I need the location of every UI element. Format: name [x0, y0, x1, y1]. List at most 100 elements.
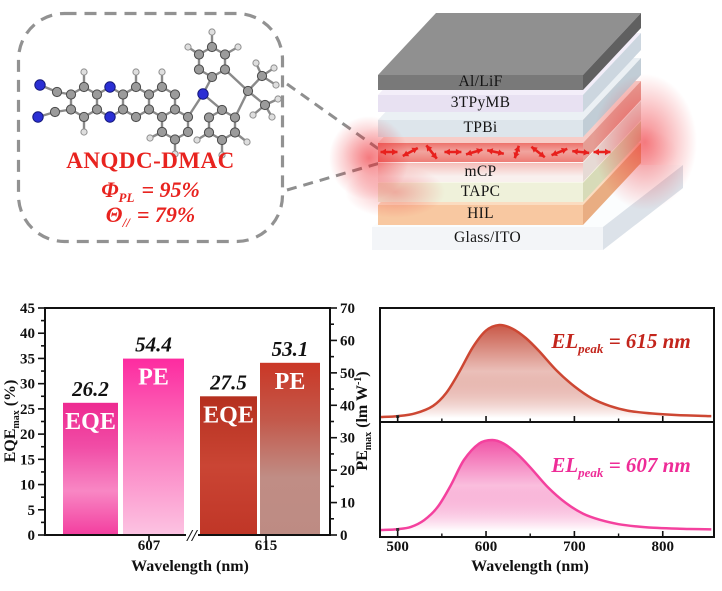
device-layer-label: 3TPyMB	[450, 93, 511, 111]
carbon-atom	[156, 111, 168, 123]
carbon-atom	[143, 89, 155, 100]
carbon-atom	[78, 81, 90, 93]
svg-text:45: 45	[20, 301, 35, 317]
carbon-atom	[259, 99, 271, 111]
bar-chart-x-label: Wavelength (nm)	[131, 558, 249, 575]
spectrum-start-marker	[396, 528, 400, 531]
carbon-atom	[156, 81, 168, 93]
carbon-atom	[156, 126, 168, 138]
svg-text:30: 30	[340, 431, 355, 447]
svg-text:50: 50	[340, 366, 355, 382]
carbon-atom	[219, 64, 231, 75]
carbon-atom	[206, 41, 218, 53]
hydrogen-atom	[249, 111, 257, 119]
carbon-atom	[91, 104, 103, 115]
axis-break: //	[185, 526, 199, 545]
molecule-structure	[32, 28, 282, 159]
carbon-atom	[117, 89, 129, 100]
device-stack	[329, 13, 697, 250]
emission-glow-bottom	[345, 166, 445, 218]
theta-subscript: //	[122, 215, 130, 230]
phi-symbol: Φ	[101, 177, 119, 202]
spectra-x-tick-label: 700	[563, 539, 586, 555]
hydrogen-atom	[158, 68, 166, 76]
carbon-atom	[229, 112, 241, 123]
carbon-atom	[182, 111, 194, 123]
molecule-name: ANQDC-DMAC	[66, 148, 235, 173]
carbon-atom	[182, 126, 194, 138]
hydrogen-atom	[270, 64, 278, 72]
carbon-atom	[65, 104, 77, 115]
bar-pe-615	[260, 362, 320, 535]
emission-glow-right	[593, 74, 697, 210]
left-axis-label: EQEmax (%)	[2, 380, 22, 463]
svg-text:0: 0	[28, 528, 36, 544]
bar-eqe-615	[200, 396, 257, 535]
bar-series-tag: PE	[275, 369, 306, 395]
nitrogen-atom	[104, 111, 116, 123]
carbon-atom	[229, 127, 241, 138]
dipole-ratio-line: Θ// = 79%	[18, 202, 283, 231]
x-category-label: 607	[138, 538, 161, 554]
hydrogen-atom	[193, 136, 201, 144]
svg-text:20: 20	[20, 427, 35, 443]
device-layer-al-lif	[378, 13, 641, 90]
carbon-atom	[169, 89, 181, 100]
plqy-value: = 95%	[141, 177, 200, 202]
hydrogen-atom	[132, 68, 140, 76]
bar-value-label: 27.5	[209, 370, 247, 394]
nitrogen-atom	[104, 81, 116, 93]
svg-text:15: 15	[20, 452, 35, 468]
hydrogen-atom	[184, 43, 192, 51]
bar-series-tag: PE	[138, 365, 169, 391]
svg-text:40: 40	[340, 398, 355, 414]
svg-text:PEmax (lm W-1): PEmax (lm W-1)	[353, 371, 374, 470]
svg-text:EQEmax (%): EQEmax (%)	[2, 380, 22, 463]
svg-text:30: 30	[20, 377, 35, 393]
bar-eqe-607	[63, 402, 118, 535]
carbon-atom	[49, 106, 61, 118]
svg-text:10: 10	[340, 496, 355, 512]
bar-value-label: 54.4	[135, 333, 172, 357]
nitrogen-atom	[32, 111, 44, 123]
bar-pe-607	[123, 358, 184, 535]
carbon-atom	[169, 104, 181, 115]
el-peak-annotation: ELpeak = 615 nm	[550, 329, 690, 356]
svg-text:5: 5	[28, 503, 36, 519]
hydrogen-atom	[274, 95, 282, 103]
carbon-atom	[203, 112, 215, 123]
carbon-atom	[51, 86, 63, 98]
eqe-pe-bar-chart: 26.2 EQE 54.4 PE 27.5 EQE 53.1 PE 0 5 10 15 20 25 30 35…	[0, 290, 376, 586]
carbon-atom	[216, 104, 228, 116]
carbon-atom	[216, 134, 228, 146]
carbon-atom	[130, 111, 142, 123]
hydrogen-atom	[218, 151, 226, 159]
bar-value-label: 26.2	[71, 377, 109, 401]
spectra-x-tick-label: 500	[386, 539, 409, 555]
carbon-atom	[143, 104, 155, 115]
carbon-atom	[193, 49, 205, 60]
nitrogen-atom	[197, 88, 209, 100]
hydrogen-atom	[268, 113, 276, 121]
hydrogen-atom	[146, 134, 154, 142]
carbon-atom	[193, 64, 205, 75]
carbon-atom	[169, 134, 181, 145]
figure-art	[16, 11, 697, 250]
molecule-panel-outline	[16, 11, 285, 244]
hydrogen-atom	[234, 43, 242, 51]
carbon-atom	[203, 127, 215, 138]
device-layer-label: Glass/ITO	[454, 228, 521, 246]
hydrogen-atom	[272, 81, 280, 89]
spectra-x-tick-label: 800	[652, 539, 675, 555]
spectra-x-label: Wavelength (nm)	[471, 558, 589, 575]
carbon-atom	[256, 70, 268, 82]
x-category-label: 615	[255, 538, 278, 554]
el-spectrum-607: ELpeak = 607 nm	[379, 421, 715, 538]
spectra-x-tick-label: 600	[475, 539, 498, 555]
carbon-atom	[242, 85, 254, 97]
plqy-line: ΦPL = 95%	[18, 177, 283, 206]
dipole-arrows	[380, 144, 611, 160]
carbon-atom	[206, 71, 218, 83]
carbon-atom	[219, 49, 231, 60]
